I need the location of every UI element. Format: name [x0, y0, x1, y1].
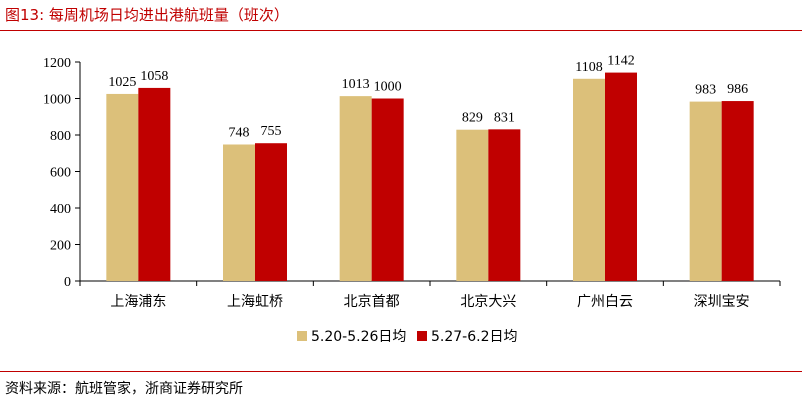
legend-label: 5.27-6.2日均: [431, 329, 518, 345]
figure-title: 图13: 每周机场日均进出港航班量（班次）: [5, 6, 289, 24]
bar: [488, 129, 521, 281]
y-tick-label: 400: [50, 202, 71, 217]
data-label: 755: [261, 124, 282, 139]
y-tick-label: 600: [50, 166, 71, 181]
x-tick-label: 深圳宝安: [694, 294, 750, 310]
source-note: 资料来源：航班管家，浙商证券研究所: [5, 381, 243, 397]
bar: [689, 101, 722, 281]
data-label: 1013: [342, 77, 370, 92]
x-tick-label: 北京大兴: [460, 294, 516, 310]
x-tick-label: 广州白云: [577, 294, 633, 310]
bar: [223, 144, 255, 281]
bar: [255, 143, 287, 281]
data-label: 1108: [575, 60, 602, 75]
y-tick-label: 0: [64, 275, 71, 290]
data-label: 831: [494, 110, 515, 125]
y-tick-label: 200: [50, 239, 71, 254]
bar: [138, 87, 171, 281]
data-label: 983: [695, 83, 716, 98]
legend-label: 5.20-5.26日均: [311, 329, 406, 345]
bar: [721, 101, 754, 282]
data-label: 1142: [607, 54, 634, 69]
x-tick-label: 北京首都: [344, 294, 400, 310]
bar: [573, 78, 605, 281]
title-divider: [0, 30, 802, 31]
x-tick-label: 上海虹桥: [227, 294, 283, 310]
legend-swatch: [417, 331, 427, 341]
footer-divider: [0, 371, 802, 372]
legend-swatch: [297, 331, 307, 341]
x-tick-label: 上海浦东: [110, 294, 166, 310]
data-label: 986: [727, 82, 748, 97]
y-tick-label: 800: [50, 129, 71, 144]
bar: [456, 129, 489, 281]
data-label: 1000: [374, 80, 402, 95]
bar-chart: 0 200 400 600 800 1000 1200 上海浦东 1025 1058 上海虹桥 748…: [43, 54, 781, 345]
bar: [106, 93, 139, 281]
bar: [605, 72, 637, 282]
data-label: 748: [229, 125, 250, 140]
data-label: 1058: [140, 69, 168, 84]
data-label: 829: [462, 111, 483, 126]
y-tick-label: 1000: [43, 93, 71, 108]
data-label: 1025: [108, 75, 136, 90]
y-tick-label: 1200: [43, 56, 71, 71]
bar: [339, 96, 372, 281]
bar: [371, 98, 404, 281]
